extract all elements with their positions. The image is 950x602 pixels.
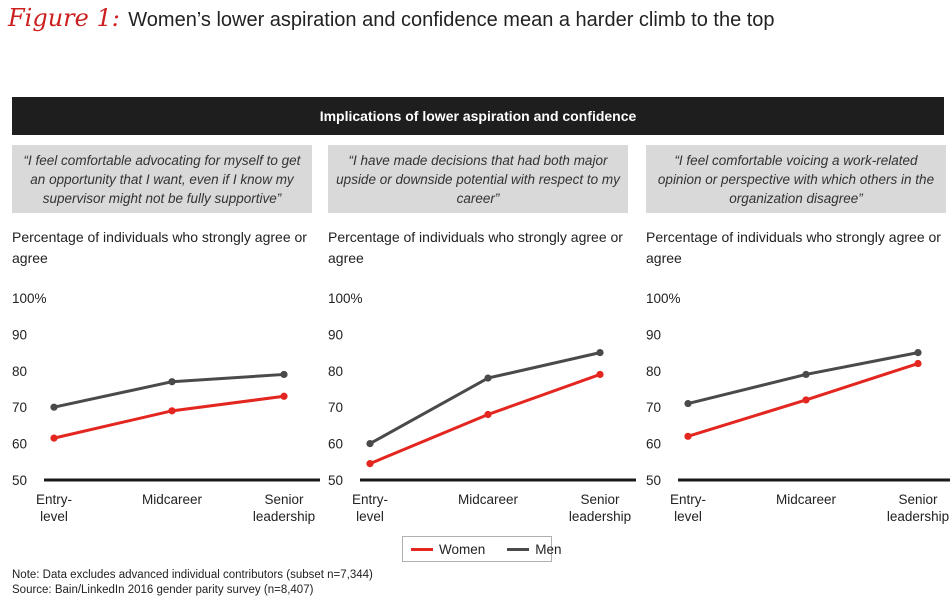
- x-category-label: Senior: [264, 492, 304, 507]
- y-tick-label: 80: [328, 364, 343, 379]
- y-tick-label: 90: [328, 327, 343, 342]
- y-tick-label: 100%: [328, 291, 363, 306]
- x-category-label: Entry-: [670, 492, 706, 507]
- panel-axis-title: Percentage of individuals who strongly a…: [646, 229, 941, 266]
- data-point-men: [50, 403, 58, 411]
- y-tick-label: 60: [328, 437, 343, 452]
- figure-label: Figure 1:: [8, 4, 120, 32]
- data-point-men: [366, 440, 374, 448]
- x-category-label: level: [674, 509, 702, 524]
- x-category-label: leadership: [887, 509, 949, 524]
- data-point-women: [50, 434, 58, 442]
- x-category-label: Midcareer: [142, 492, 203, 507]
- data-point-women: [366, 460, 374, 468]
- data-point-women: [596, 370, 604, 379]
- legend-label-women: Women: [439, 541, 486, 557]
- data-point-women: [484, 410, 492, 419]
- y-tick-label: 80: [646, 364, 661, 379]
- y-tick-label: 80: [12, 364, 27, 379]
- y-tick-label: 50: [12, 473, 27, 488]
- x-category-label: level: [40, 509, 68, 524]
- footnotes: Note: Data excludes advanced individual …: [12, 568, 373, 598]
- x-category-label: Entry-: [36, 492, 72, 507]
- data-point-women: [280, 392, 288, 400]
- x-category-label: Senior: [580, 492, 620, 507]
- line-chart: 100% 90 80 70 60 50 Entry-level Midcareer Senior…: [646, 291, 950, 524]
- panel-axis-title: Percentage of individuals who strongly a…: [12, 229, 307, 266]
- note-text: Note: Data excludes advanced individual …: [12, 569, 373, 581]
- section-banner: Implications of lower aspiration and con…: [12, 97, 944, 135]
- figure-title: Women’s lower aspiration and confidence …: [128, 9, 775, 31]
- y-tick-label: 60: [646, 437, 661, 452]
- y-tick-label: 70: [12, 400, 27, 415]
- chart-panel-advocating: “I feel comfortable advocating for mysel…: [12, 145, 322, 545]
- legend-swatch-women: [411, 547, 433, 551]
- y-tick-label: 90: [12, 327, 27, 342]
- y-tick-label: 50: [328, 473, 343, 488]
- x-category-label: level: [356, 509, 384, 524]
- legend-swatch-men: [507, 547, 530, 551]
- data-point-men: [596, 349, 604, 357]
- data-point-men: [280, 370, 288, 379]
- x-category-label: leadership: [569, 509, 631, 524]
- y-tick-label: 60: [12, 437, 27, 452]
- y-tick-label: 100%: [12, 291, 47, 306]
- data-point-men: [484, 374, 492, 382]
- data-point-women: [168, 407, 176, 415]
- data-point-women: [684, 432, 692, 440]
- series-line-men: [687, 351, 919, 406]
- data-point-men: [802, 370, 810, 379]
- data-point-women: [914, 359, 922, 368]
- x-category-label: Midcareer: [776, 492, 837, 507]
- y-tick-label: 90: [646, 327, 661, 342]
- y-tick-label: 70: [328, 400, 343, 415]
- data-point-women: [802, 396, 810, 404]
- x-category-label: Midcareer: [458, 492, 519, 507]
- data-point-men: [914, 349, 922, 357]
- panel-quote: “I have made decisions that had both maj…: [328, 145, 628, 213]
- data-point-men: [168, 378, 176, 386]
- line-chart: 100% 90 80 70 60 50 Entry-level Midcareer Senior…: [12, 291, 320, 524]
- panel-quote: “I feel comfortable advocating for mysel…: [12, 145, 312, 213]
- legend: Women Men: [402, 536, 562, 562]
- y-tick-label: 100%: [646, 291, 681, 306]
- y-tick-label: 70: [646, 400, 661, 415]
- line-chart: 100% 90 80 70 60 50 Entry-level Midcareer Senior…: [328, 291, 636, 524]
- legend-label-men: Men: [535, 541, 562, 557]
- x-category-label: Entry-: [352, 492, 388, 507]
- chart-panel-decisions: “I have made decisions that had both maj…: [328, 145, 638, 545]
- series-line-women: [369, 373, 601, 466]
- panel-axis-title: Percentage of individuals who strongly a…: [328, 229, 623, 266]
- x-category-label: leadership: [253, 509, 315, 524]
- series-line-men: [53, 372, 285, 409]
- legend-item-men: Men: [507, 541, 562, 557]
- figure-heading: Figure 1: Women’s lower aspiration and c…: [8, 4, 775, 40]
- data-point-men: [684, 399, 692, 408]
- series-line-women: [53, 394, 285, 440]
- chart-panel-voicing: “I feel comfortable voicing a work-relat…: [646, 145, 950, 545]
- series-line-men: [369, 351, 601, 445]
- legend-item-women: Women: [411, 542, 485, 557]
- y-tick-label: 50: [646, 473, 661, 488]
- source-text: Source: Bain/LinkedIn 2016 gender parity…: [12, 584, 314, 596]
- panel-quote: “I feel comfortable voicing a work-relat…: [646, 145, 946, 213]
- x-category-label: Senior: [898, 492, 938, 507]
